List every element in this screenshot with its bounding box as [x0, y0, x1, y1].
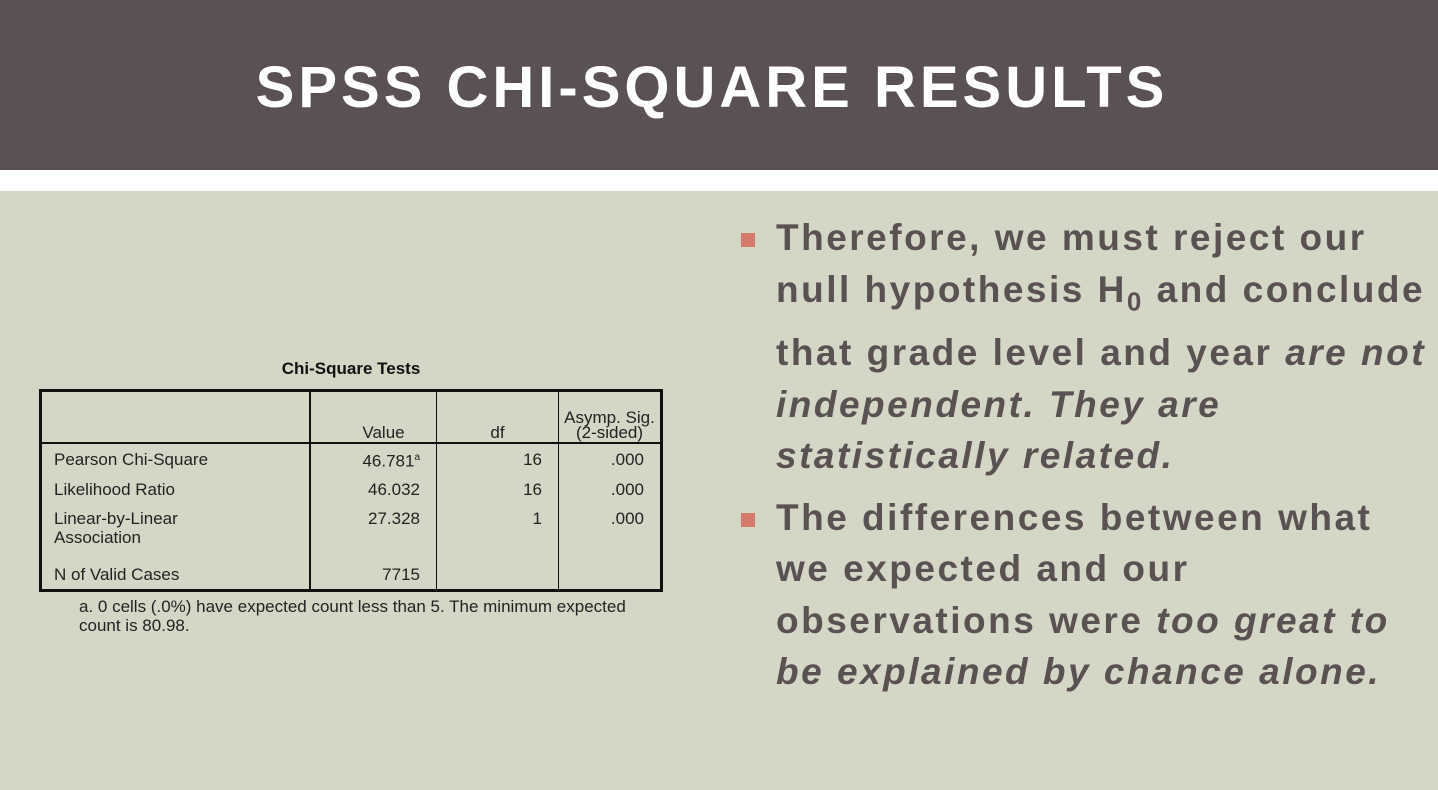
- bullet-emphasis: too great to be explained by chance alon…: [776, 599, 1390, 693]
- table-header-row: Value df Asymp. Sig. (2-sided): [40, 390, 662, 444]
- bullet-item: The differences between what we expected…: [738, 492, 1428, 698]
- bullet-emphasis: are not independent. They are statistica…: [776, 332, 1427, 477]
- row-sig: .000: [610, 509, 644, 528]
- row-df: 1: [436, 504, 559, 559]
- table-row: Pearson Chi-Square 46.781a 16 .000: [40, 443, 662, 474]
- row-value: 46.032: [310, 474, 437, 504]
- chi-square-table: Value df Asymp. Sig. (2-sided) Pearson C…: [39, 389, 663, 592]
- row-label-line2: Association: [54, 528, 141, 547]
- bullet-list: Therefore, we must reject our null hypot…: [738, 212, 1428, 708]
- row-sig: .000: [610, 449, 644, 469]
- table-row: Linear-by-Linear Association 27.328 1 .0…: [40, 504, 662, 559]
- table-row: Likelihood Ratio 46.032 16 .000: [40, 474, 662, 504]
- table-footnote: a. 0 cells (.0%) have expected count les…: [79, 597, 626, 635]
- header-empty: [40, 390, 311, 444]
- bullet-text: The differences between what we expected…: [776, 496, 1373, 641]
- value-note: a: [414, 451, 420, 463]
- row-label: Linear-by-Linear Association: [40, 504, 311, 559]
- header-divider: [0, 170, 1438, 191]
- value-number: 46.781: [362, 451, 415, 471]
- row-df: 16: [436, 443, 559, 474]
- row-value: 46.781a: [310, 443, 437, 474]
- header-df: df: [436, 390, 559, 444]
- subscript-zero: 0: [1126, 285, 1144, 316]
- row-label: Likelihood Ratio: [40, 474, 311, 504]
- row-label: N of Valid Cases: [40, 559, 311, 591]
- row-df: 16: [436, 474, 559, 504]
- row-df: [436, 559, 559, 591]
- row-label-line1: Linear-by-Linear: [54, 509, 178, 528]
- header-sig-line2: (2-sided): [575, 423, 644, 442]
- square-bullet-icon: [741, 512, 755, 527]
- row-sig: [559, 559, 662, 591]
- header-sig-line1: Asymp. Sig.: [564, 408, 655, 427]
- bullet-text: Therefore, we must reject our null hypot…: [776, 217, 1367, 310]
- bullet-item: Therefore, we must reject our null hypot…: [738, 212, 1428, 482]
- row-sig: .000: [610, 479, 644, 499]
- slide-header: [0, 0, 1438, 170]
- header-sig: Asymp. Sig. (2-sided): [558, 390, 662, 444]
- row-value: 27.328: [310, 504, 437, 559]
- row-label: Pearson Chi-Square: [40, 443, 311, 474]
- slide-title: SPSS CHI-SQUARE RESULTS: [255, 55, 1169, 120]
- square-bullet-icon: [741, 233, 755, 247]
- bullet-text-cont: and conclude that grade level and year: [776, 268, 1426, 374]
- table-row: N of Valid Cases 7715: [40, 559, 662, 591]
- table-caption: Chi-Square Tests: [281, 359, 421, 378]
- header-value: Value: [310, 390, 437, 444]
- row-value: 7715: [310, 559, 437, 591]
